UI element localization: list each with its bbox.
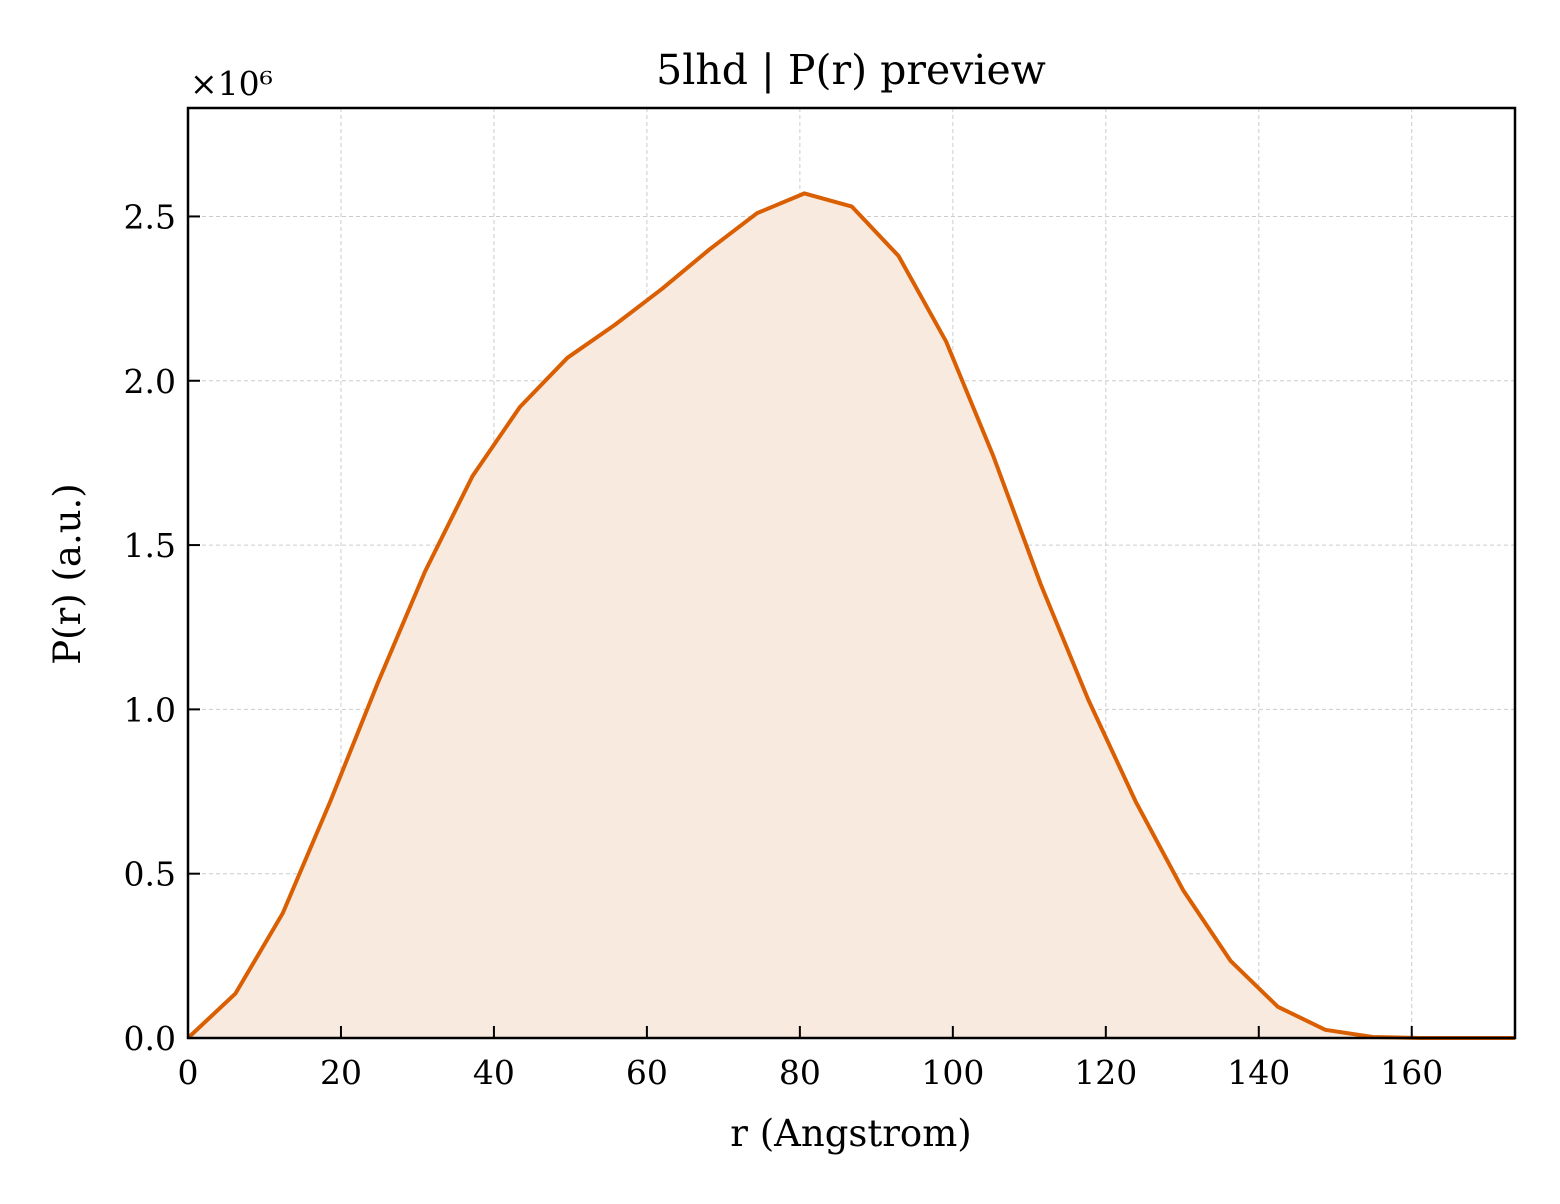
x-tick-label: 100 (921, 1053, 984, 1092)
x-tick-label: 140 (1227, 1053, 1290, 1092)
y-axis-label: P(r) (a.u.) (46, 483, 89, 665)
x-tick-label: 20 (320, 1053, 362, 1092)
x-tick-label: 0 (178, 1053, 199, 1092)
x-tick-label: 40 (473, 1053, 515, 1092)
y-tick-label: 1.5 (124, 526, 176, 565)
y-tick-label: 2.0 (124, 362, 176, 401)
x-axis-label: r (Angstrom) (730, 1112, 971, 1155)
x-tick-label: 120 (1074, 1053, 1137, 1092)
x-tick-label: 80 (779, 1053, 821, 1092)
y-tick-label: 2.5 (124, 197, 176, 236)
chart-title: 5lhd | P(r) preview (656, 46, 1046, 94)
y-tick-label: 1.0 (124, 690, 176, 729)
x-tick-label: 160 (1380, 1053, 1443, 1092)
y-tick-label: 0.5 (124, 855, 176, 894)
y-scale-label: ×10⁶ (190, 64, 273, 103)
y-tick-label: 0.0 (124, 1019, 176, 1058)
x-tick-label: 60 (626, 1053, 668, 1092)
